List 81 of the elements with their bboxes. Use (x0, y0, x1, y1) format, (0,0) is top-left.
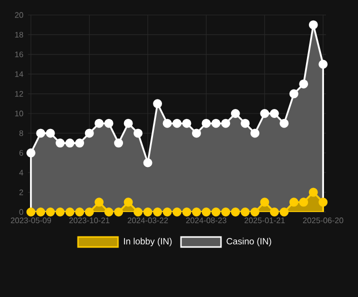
point (221, 208, 230, 216)
point (46, 208, 55, 216)
point (26, 148, 36, 158)
point (230, 208, 240, 216)
point (114, 208, 124, 216)
y-tick-label: 14 (15, 71, 24, 77)
point (56, 138, 65, 148)
point (260, 198, 270, 207)
point (46, 128, 55, 138)
y-tick-label: 12 (15, 91, 24, 97)
y-tick-label: 6 (19, 150, 24, 156)
point (250, 128, 260, 138)
y-tick-label: 2 (19, 190, 24, 196)
point (56, 208, 65, 216)
point (299, 198, 308, 207)
point (318, 198, 328, 207)
point (36, 128, 46, 138)
point (153, 99, 162, 108)
point (211, 208, 220, 216)
legend-label: In lobby (IN) (124, 238, 172, 246)
y-tick-label: 20 (14, 12, 24, 18)
point (134, 208, 143, 216)
x-tick-label: 2025-06-20 (303, 218, 344, 224)
point (240, 208, 250, 216)
point (308, 20, 318, 30)
point (124, 198, 133, 207)
point (240, 118, 250, 128)
point (280, 208, 289, 216)
point (36, 208, 46, 216)
point (124, 118, 133, 128)
point (162, 118, 172, 128)
point (270, 109, 279, 118)
point (250, 208, 260, 216)
x-tick-label: 2024-03-22 (128, 218, 168, 224)
point (134, 128, 143, 138)
point (75, 138, 84, 148)
point (114, 138, 124, 148)
point (202, 118, 211, 128)
point (182, 208, 192, 216)
x-tick-label: 2025-01-21 (244, 218, 285, 224)
legend-label: Casino (IN) (226, 238, 272, 246)
point (104, 118, 114, 128)
point (202, 208, 211, 216)
x-tick-label: 2024-08-23 (186, 218, 226, 224)
point (192, 208, 201, 216)
point (211, 118, 220, 128)
point (318, 60, 328, 69)
point (230, 109, 240, 118)
y-tick-label: 18 (15, 32, 24, 38)
y-tick-label: 4 (19, 170, 24, 176)
y-tick-label: 0 (19, 209, 24, 215)
x-tick-label: 2023-05-09 (10, 218, 51, 224)
point (172, 208, 182, 216)
y-tick-label: 16 (15, 52, 24, 58)
point (162, 208, 172, 216)
point (289, 198, 298, 207)
point (84, 128, 94, 138)
point (65, 138, 74, 148)
point (143, 158, 152, 168)
point (308, 188, 318, 197)
point (280, 118, 289, 128)
point (153, 208, 162, 216)
y-tick-label: 8 (19, 130, 24, 136)
point (94, 118, 104, 128)
point (192, 128, 201, 138)
point (221, 118, 230, 128)
point (94, 198, 104, 207)
point (270, 208, 279, 216)
y-tick-label: 10 (15, 110, 24, 116)
point (260, 109, 270, 118)
point (299, 79, 308, 88)
point (26, 208, 36, 216)
point (75, 208, 84, 216)
point (182, 118, 192, 128)
point (104, 208, 114, 216)
point (84, 208, 94, 216)
x-tick-label: 2023-10-21 (69, 218, 110, 224)
point (143, 208, 152, 216)
point (172, 118, 182, 128)
point (65, 208, 74, 216)
point (289, 89, 298, 98)
